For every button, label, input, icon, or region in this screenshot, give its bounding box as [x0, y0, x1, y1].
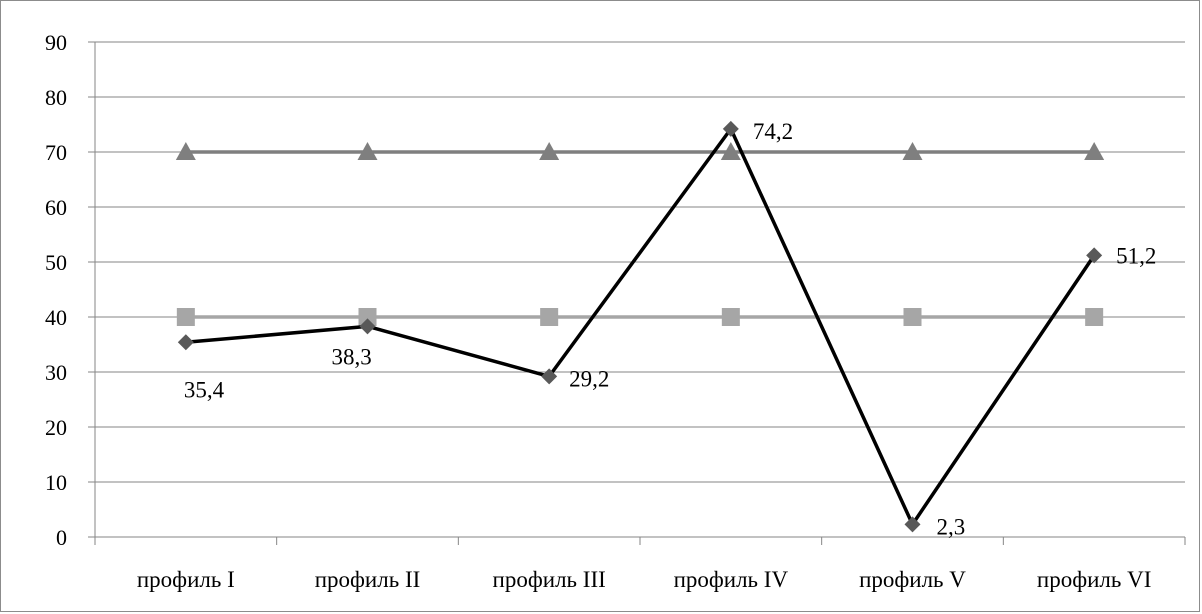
x-category-label-5: профиль V [859, 567, 966, 592]
diamond-marker-4 [722, 120, 739, 137]
triangle-marker-6 [1084, 142, 1105, 160]
y-tick-label-60: 60 [45, 195, 67, 220]
square-marker-5 [903, 308, 922, 326]
data-labels: 35,4 38,3 29,2 74,2 2,3 51,2 [184, 119, 1157, 539]
y-axis-tick-labels: 0 10 20 30 40 50 60 70 80 90 [45, 30, 67, 550]
data-label-5: 2,3 [937, 514, 966, 539]
x-category-label-4: профиль IV [674, 567, 789, 592]
y-tick-label-90: 90 [45, 30, 67, 55]
square-marker-6 [1085, 308, 1104, 326]
axes [88, 41, 1186, 545]
triangle-marker-4 [720, 142, 741, 160]
y-tick-label-30: 30 [45, 360, 67, 385]
y-tick-label-50: 50 [45, 250, 67, 275]
diamond-marker-5 [904, 516, 921, 533]
series-group [175, 120, 1105, 533]
data-label-1: 35,4 [184, 377, 225, 402]
y-tick-label-10: 10 [45, 470, 67, 495]
data-label-3: 29,2 [569, 366, 609, 391]
diamond-marker-6 [1086, 247, 1103, 264]
square-marker-2 [358, 308, 377, 326]
x-category-label-2: профиль II [315, 567, 421, 592]
square-marker-3 [540, 308, 559, 326]
diamond-marker-2 [359, 318, 376, 335]
data-label-4: 74,2 [753, 119, 793, 144]
diamond-marker-3 [541, 368, 558, 385]
series-diamond-line [185, 127, 1096, 527]
gridlines [95, 41, 1185, 483]
triangle-marker-5 [902, 142, 923, 160]
y-tick-label-20: 20 [45, 415, 67, 440]
triangle-marker-1 [175, 142, 196, 160]
data-label-2: 38,3 [332, 344, 372, 369]
y-tick-label-70: 70 [45, 140, 67, 165]
data-label-6: 51,2 [1116, 243, 1156, 268]
triangle-marker-3 [539, 142, 560, 160]
diamond-marker-1 [177, 334, 194, 351]
x-category-label-1: профиль I [137, 567, 235, 592]
triangle-marker-2 [357, 142, 378, 160]
square-marker-1 [176, 308, 195, 326]
x-category-label-6: профиль VI [1037, 567, 1152, 592]
x-axis-category-labels: профиль I профиль II профиль III профиль IV… [137, 567, 1152, 592]
y-tick-label-0: 0 [56, 525, 67, 550]
y-tick-label-40: 40 [45, 305, 67, 330]
y-tick-label-80: 80 [45, 85, 67, 110]
square-marker-4 [721, 308, 740, 326]
x-category-label-3: профиль III [493, 567, 606, 592]
